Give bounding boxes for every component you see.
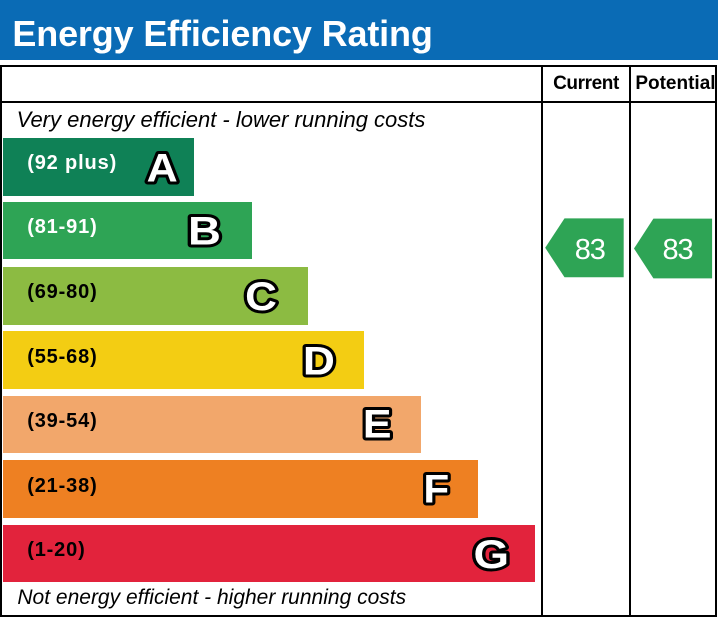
svg-text:C: C [245, 275, 277, 319]
svg-text:83: 83 [575, 234, 605, 266]
svg-text:G: G [474, 533, 510, 577]
svg-text:D: D [303, 340, 335, 384]
svg-text:83: 83 [662, 234, 692, 266]
svg-text:E: E [363, 403, 392, 447]
svg-text:A: A [147, 146, 178, 190]
svg-text:F: F [423, 468, 449, 512]
svg-text:B: B [188, 210, 221, 254]
